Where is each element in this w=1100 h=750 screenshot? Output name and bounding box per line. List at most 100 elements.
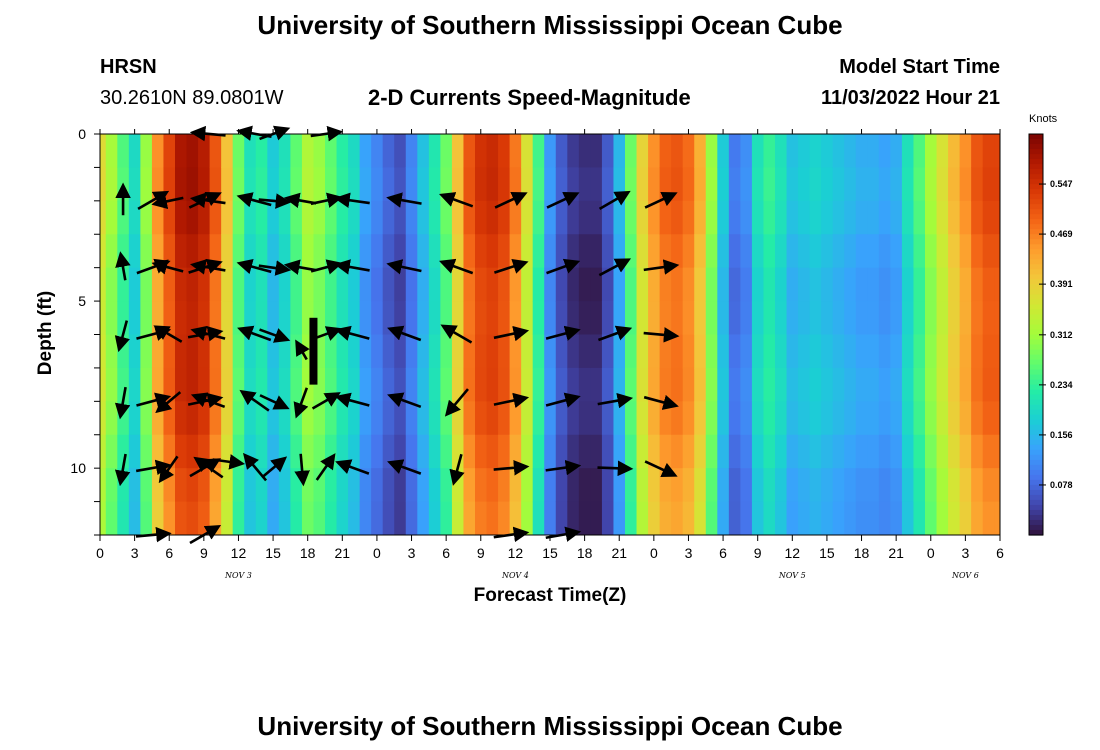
heat-cell [671, 434, 684, 469]
heat-cell [682, 167, 695, 202]
heat-cell [221, 267, 234, 302]
heat-cell [925, 301, 938, 335]
heat-cell [959, 434, 972, 469]
heat-cell [359, 401, 372, 436]
heat-cell [694, 234, 707, 269]
heat-cell [486, 334, 499, 369]
heat-cell [555, 401, 568, 436]
heat-cell [221, 167, 234, 202]
heat-cell [440, 367, 453, 402]
colorbar-segment [1029, 444, 1043, 451]
colorbar-segment [1029, 454, 1043, 461]
heat-cell [936, 200, 949, 235]
heat-cell [544, 501, 557, 536]
heat-cell [878, 468, 891, 503]
heat-cell [532, 501, 545, 536]
heat-cell [740, 167, 753, 202]
heat-cell [163, 134, 176, 168]
heat-cell [601, 200, 614, 235]
heat-cell [601, 434, 614, 469]
heat-cell [751, 401, 764, 436]
heat-cell [844, 434, 857, 469]
current-vector [236, 259, 272, 275]
heat-cell [221, 434, 234, 469]
heat-cell [521, 301, 534, 335]
colorbar-segment [1029, 419, 1043, 426]
current-vector [114, 386, 131, 420]
heat-cell [128, 167, 141, 202]
heat-cell [232, 134, 245, 168]
heat-cell [671, 301, 684, 335]
heat-cell [417, 468, 430, 503]
heat-cell [740, 267, 753, 302]
heat-cell [290, 468, 303, 503]
heat-cell [959, 134, 972, 168]
heat-cell [775, 434, 788, 469]
current-vector [493, 325, 530, 342]
heat-cell [717, 301, 730, 335]
heat-cell [590, 401, 603, 436]
heat-cell [648, 301, 661, 335]
heat-cell [463, 167, 476, 202]
heat-cell [209, 301, 222, 335]
heat-cell [878, 267, 891, 302]
heat-cell [140, 334, 153, 369]
current-vector [643, 259, 680, 275]
x-axis: 0 3 6 9 12 15 18 21 0 3 6 9 12 15 18 21 0 3 6 9 12 15 18 21 0 3 6 N… [96, 129, 1004, 580]
heat-cell [532, 334, 545, 369]
heat-cell [625, 501, 638, 536]
heat-cell [694, 334, 707, 369]
heat-cell [232, 367, 245, 402]
heat-cell [959, 334, 972, 369]
heat-cell [486, 367, 499, 402]
heat-cell [532, 234, 545, 269]
colorbar-segment [1029, 219, 1043, 225]
heat-cell [844, 334, 857, 369]
colorbar-segment [1029, 489, 1043, 496]
heat-cell [705, 134, 718, 168]
chart-title: 2-D Currents Speed-Magnitude [368, 85, 691, 110]
heat-cell [590, 234, 603, 269]
heat-cell [901, 468, 914, 503]
heat-cell [117, 200, 130, 235]
heat-cell [578, 367, 591, 402]
heat-cell [451, 301, 464, 335]
current-vector [438, 192, 474, 208]
heat-cell [325, 134, 338, 168]
heat-cell [348, 267, 361, 302]
heat-cell [878, 200, 891, 235]
heat-cell [521, 267, 534, 302]
colorbar-segment [1029, 244, 1043, 250]
heat-cell [532, 401, 545, 436]
heat-cell [601, 301, 614, 335]
heat-cell [601, 367, 614, 402]
heat-cell [878, 134, 891, 168]
x-tick-label: 21 [335, 545, 351, 561]
heat-cell [844, 267, 857, 302]
heat-cell [198, 167, 211, 202]
heat-cell [901, 334, 914, 369]
current-vector [386, 192, 422, 208]
colorbar-segment [1029, 159, 1043, 165]
heat-cell [763, 401, 776, 436]
heat-cell [925, 134, 938, 168]
heat-cell [613, 267, 626, 302]
heat-cell [901, 200, 914, 235]
heat-cell [175, 267, 188, 302]
colorbar-segment [1029, 349, 1043, 356]
heat-cell [359, 367, 372, 402]
heat-cell [878, 434, 891, 469]
colorbar-segment [1029, 509, 1043, 516]
y-tick-label: 5 [78, 293, 86, 309]
heat-cell [867, 134, 880, 168]
heat-cell [671, 200, 684, 235]
colorbar-segment [1029, 194, 1043, 200]
heat-cell [348, 134, 361, 168]
heat-cell [255, 134, 268, 168]
current-vector [546, 258, 581, 275]
heat-cell [867, 167, 880, 202]
heat-cell [936, 501, 949, 536]
heat-cell [151, 134, 164, 168]
x-tick-label: 0 [373, 545, 381, 561]
